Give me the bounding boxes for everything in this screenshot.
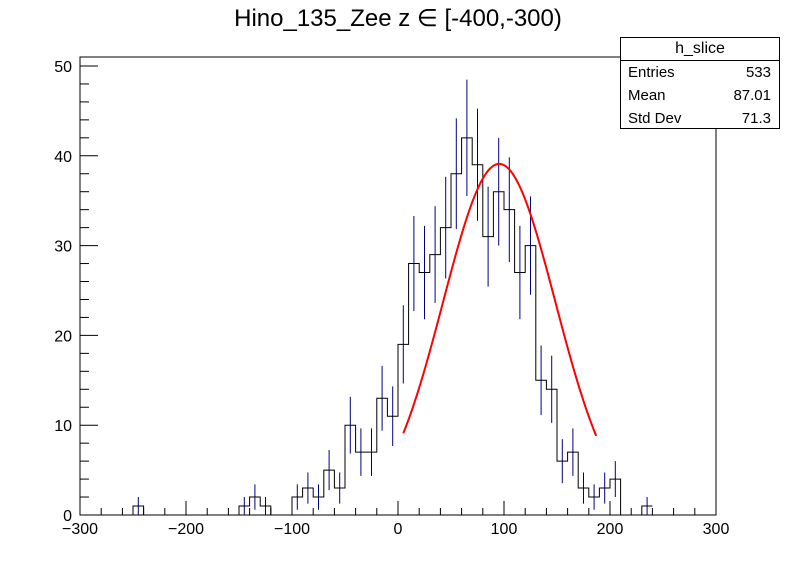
stats-value-stddev: 71.3: [741, 110, 771, 127]
stats-box-title: h_slice: [621, 38, 779, 61]
stats-row-stddev: Std Dev 71.3: [621, 107, 779, 130]
fit-curve: [402, 162, 598, 437]
x-tick-label: 100: [491, 521, 518, 538]
y-tick-label: 40: [54, 149, 72, 166]
stats-label-entries: Entries: [628, 64, 675, 81]
y-tick-label: 50: [54, 59, 72, 76]
stats-label-mean: Mean: [628, 87, 666, 104]
y-tick-label: 30: [54, 239, 72, 256]
stats-label-stddev: Std Dev: [628, 110, 682, 127]
x-tick-label: −300: [62, 521, 98, 538]
y-tick-label: 20: [54, 328, 72, 345]
x-tick-label: 200: [597, 521, 624, 538]
stats-row-entries: Entries 533: [621, 61, 779, 84]
stats-value-mean: 87.01: [733, 87, 771, 104]
stats-box: h_slice Entries 533 Mean 87.01 Std Dev 7…: [620, 37, 780, 129]
y-tick-label: 10: [54, 418, 72, 435]
x-tick-label: −200: [168, 521, 204, 538]
x-tick-label: 300: [703, 521, 730, 538]
stats-value-entries: 533: [745, 64, 771, 81]
histogram-outline: [80, 137, 653, 516]
chart-title: Hino_135_Zee z ∈ [-400,-300): [234, 5, 562, 32]
stats-row-mean: Mean 87.01: [621, 84, 779, 107]
x-tick-label: 0: [394, 521, 403, 538]
x-tick-label: −100: [274, 521, 310, 538]
y-tick-label: 0: [63, 508, 72, 525]
